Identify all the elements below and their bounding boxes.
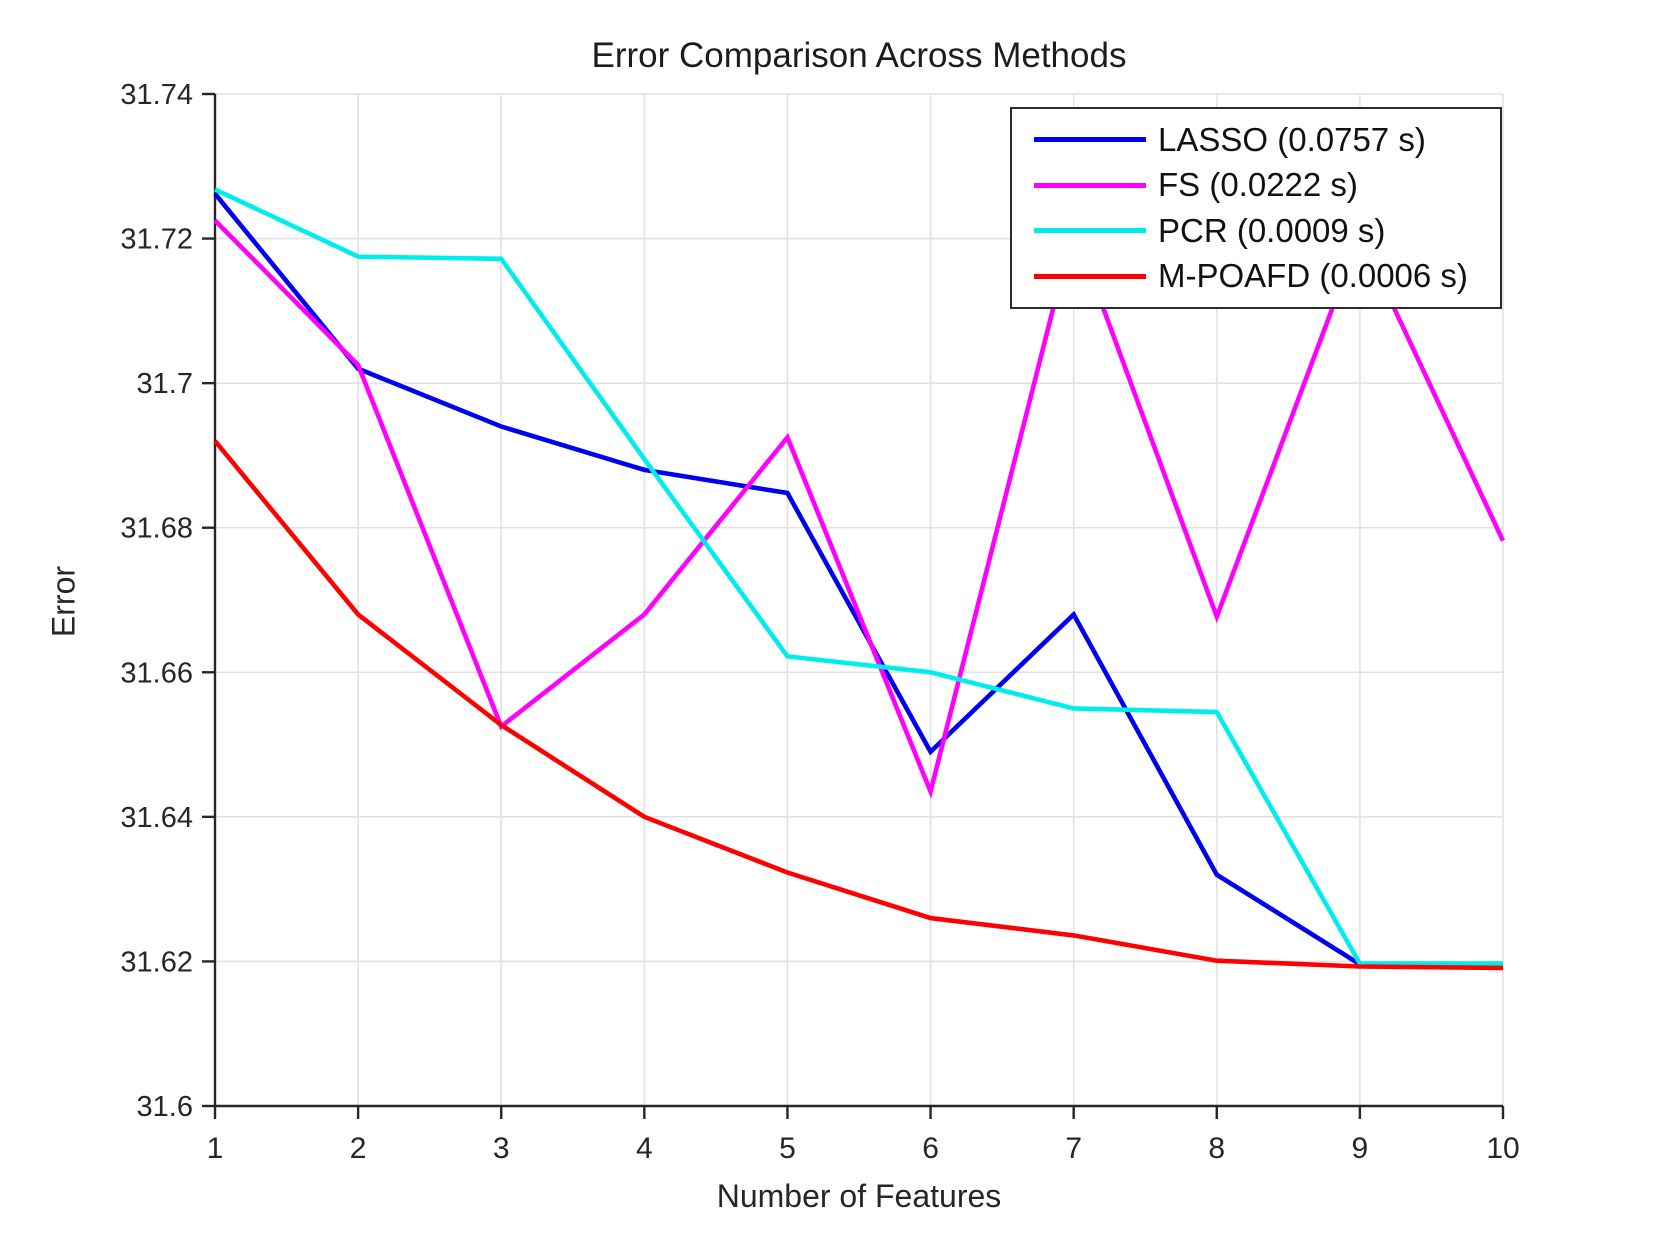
x-tick-label: 10 bbox=[1486, 1132, 1519, 1165]
x-tick-label: 1 bbox=[207, 1132, 224, 1165]
x-tick-label: 9 bbox=[1352, 1132, 1369, 1165]
lasso-line-sample bbox=[1034, 137, 1146, 143]
legend-item-mpoafd: M-POAFD (0.0006 s) bbox=[1012, 254, 1500, 298]
y-tick-label: 31.72 bbox=[120, 224, 193, 256]
legend-item-pcr: PCR (0.0009 s) bbox=[1012, 209, 1500, 253]
x-tick-label: 7 bbox=[1065, 1132, 1082, 1165]
y-tick-label: 31.6 bbox=[137, 1091, 193, 1123]
x-tick-label: 8 bbox=[1208, 1132, 1225, 1165]
legend-label-fs: FS (0.0222 s) bbox=[1158, 166, 1358, 204]
legend-item-fs: FS (0.0222 s) bbox=[1012, 163, 1500, 207]
pcr-line-sample bbox=[1034, 228, 1146, 234]
x-tick-label: 6 bbox=[922, 1132, 939, 1165]
y-tick-label: 31.74 bbox=[120, 79, 193, 111]
x-axis-label: Number of Features bbox=[716, 1178, 1002, 1214]
y-axis-label: Error bbox=[45, 565, 82, 638]
legend-label-mpoafd: M-POAFD (0.0006 s) bbox=[1158, 257, 1468, 295]
y-tick-label: 31.68 bbox=[120, 513, 193, 545]
legend: LASSO (0.0757 s) FS (0.0222 s) PCR (0.00… bbox=[1010, 107, 1502, 309]
chart-title: Error Comparison Across Methods bbox=[591, 36, 1127, 75]
x-tick-label: 3 bbox=[493, 1132, 510, 1165]
legend-label-pcr: PCR (0.0009 s) bbox=[1158, 211, 1386, 249]
series-line-fs bbox=[213, 218, 1506, 799]
y-tick-label: 31.66 bbox=[120, 657, 193, 689]
legend-item-lasso: LASSO (0.0757 s) bbox=[1012, 118, 1500, 162]
series-line-pcr bbox=[214, 187, 1503, 966]
fs-line-sample bbox=[1034, 182, 1146, 188]
legend-label-lasso: LASSO (0.0757 s) bbox=[1158, 120, 1426, 158]
y-tick-label: 31.7 bbox=[137, 368, 193, 400]
m-poafd-line-sample bbox=[1034, 273, 1146, 279]
x-tick-label: 4 bbox=[636, 1132, 653, 1165]
x-tick-label: 5 bbox=[779, 1132, 796, 1165]
y-tick-label: 31.62 bbox=[120, 946, 193, 978]
y-tick-label: 31.64 bbox=[120, 802, 193, 834]
x-tick-label: 2 bbox=[350, 1132, 367, 1165]
series-line-lasso bbox=[213, 192, 1503, 967]
series-line-m-poafd bbox=[213, 439, 1504, 971]
